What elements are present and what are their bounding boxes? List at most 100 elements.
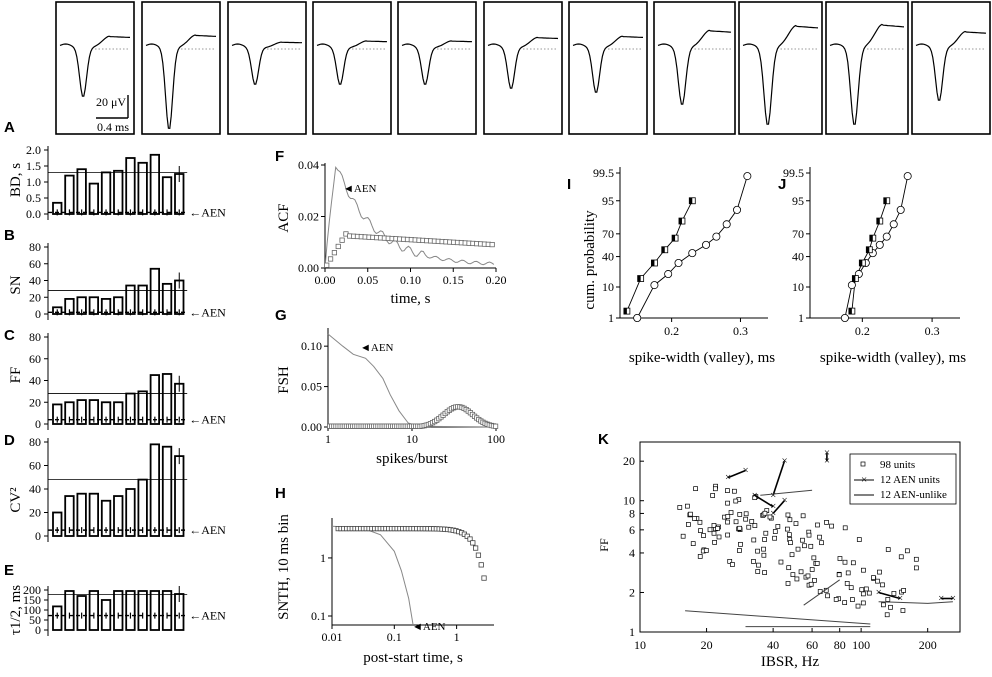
x-axis-label: spikes/burst <box>376 451 449 467</box>
aen-unit-line <box>727 469 746 479</box>
scatter-unit <box>711 530 717 536</box>
cdf-all-marker <box>847 281 856 290</box>
cdf-aen-marker-fill <box>852 275 856 282</box>
scatter-unit <box>749 519 755 524</box>
acf-marker <box>489 241 495 248</box>
scatter-unit <box>697 554 703 559</box>
y-tick-label: 40 <box>792 250 804 264</box>
scatter-unit <box>790 572 796 577</box>
legend-box <box>849 453 957 505</box>
scatter-unit <box>844 581 850 586</box>
aen-unlike-line <box>878 601 953 604</box>
y-tick-label: 60 <box>29 352 41 366</box>
bar <box>149 443 161 537</box>
scatter-unit <box>761 552 767 558</box>
waveform-box <box>55 1 135 135</box>
y-tick-label: 1 <box>320 551 326 565</box>
scatter-unit <box>712 486 718 492</box>
bar <box>149 267 161 315</box>
bar <box>88 590 99 631</box>
waveform-box <box>227 1 307 135</box>
waveform-trace <box>59 35 130 97</box>
y-tick-label: 0.1 <box>311 609 326 623</box>
y-tick-label: 0.0 <box>26 207 41 221</box>
cdf-aen-marker-fill <box>848 308 852 315</box>
bar-panel-ylabel: SN <box>8 275 24 294</box>
scatter-unit <box>737 512 743 517</box>
scatter-unit <box>762 510 768 516</box>
bar-panel-ylabel: BD, s <box>8 163 24 197</box>
y-tick-label: 60 <box>29 257 41 271</box>
scatter-unit <box>802 543 807 549</box>
panel-f: F 0.00 0.05 0.10 0.15 0.20 0.00 0.02 0.04 ACF time… <box>275 148 507 307</box>
y-tick-label: 0 <box>35 417 41 431</box>
x-tick-label: 100 <box>487 432 505 446</box>
aen-unit-marker: × <box>876 586 882 598</box>
y-axis-label: ACF <box>276 203 292 232</box>
scatter-unit <box>793 521 799 526</box>
cdf-all-marker <box>889 220 898 229</box>
waveform-box <box>568 1 648 135</box>
scatter-unit <box>885 547 891 552</box>
scatter-unit <box>850 597 855 602</box>
x-tick-label: 10 <box>406 432 418 446</box>
x-tick-label: 20 <box>701 638 713 652</box>
scatter-unit <box>767 514 773 520</box>
aen-label: ←AEN <box>189 305 226 319</box>
cdf-all-marker <box>650 281 659 290</box>
x-axis-label: IBSR, Hz <box>761 654 820 670</box>
aen-unlike-line <box>760 489 813 496</box>
waveform-trace <box>829 23 905 125</box>
panel-label-d: D <box>4 432 15 449</box>
legend: 98 units × 12 AEN units 12 AEN-unlike <box>849 453 957 505</box>
y-tick-label: 0.5 <box>26 191 41 205</box>
x-tick-label: 1 <box>454 630 460 644</box>
plot-frame <box>639 441 961 633</box>
y-tick-label: 20 <box>29 290 41 304</box>
scatter-unit <box>785 581 791 586</box>
aen-label: ←AEN <box>189 205 226 219</box>
scatter-unit <box>885 597 891 602</box>
y-tick-label: 0.04 <box>298 158 319 172</box>
bar <box>137 590 148 631</box>
cdf-all-marker <box>674 258 683 267</box>
scatter-unit <box>715 526 720 531</box>
panel-label-b: B <box>4 227 15 244</box>
panel-label-c: C <box>4 327 15 344</box>
x-axis-label: post-start time, s <box>363 650 463 666</box>
cdf-all-marker <box>664 270 673 279</box>
bar <box>113 590 124 631</box>
panel-j: J 0.2 0.3 1 10 40 70 95 99.5 spike-width (valley)… <box>778 166 966 366</box>
waveform-trace <box>657 29 732 105</box>
scatter-unit <box>881 602 886 608</box>
scatter-unit <box>785 512 791 518</box>
scatter-unit <box>732 488 737 494</box>
y-tick-label: 99.5 <box>783 166 804 180</box>
scatter-unit <box>716 534 722 540</box>
scatter-unit <box>727 558 733 564</box>
aen-label: ←AEN <box>189 609 226 623</box>
bar-panels: A 0.0 0.5 1.0 1.5 2.0BD, s ←AEN B 0 20 40 60 80 SN ←AE… <box>4 119 226 637</box>
aen-unit-marker: × <box>781 455 787 467</box>
scatter-unit <box>837 556 843 561</box>
bar <box>76 399 87 425</box>
waveform-trace <box>742 24 819 125</box>
legend-label: 98 units <box>880 459 915 471</box>
cdf-all-line <box>636 175 748 319</box>
legend-marker-units <box>860 461 866 467</box>
y-tick-label: 10 <box>623 494 635 508</box>
bar <box>137 390 148 425</box>
y-tick-label: 40 <box>29 374 41 388</box>
scatter-unit <box>805 573 811 579</box>
scatter-unit <box>738 541 743 547</box>
scatter-unit <box>877 569 882 575</box>
cdf-all-marker <box>712 232 721 241</box>
scatter-unit <box>752 523 758 528</box>
cdf-all-marker <box>840 313 849 322</box>
waveform-trace <box>316 40 388 85</box>
y-tick-label: 40 <box>29 482 41 496</box>
y-tick-label: 1 <box>629 625 635 639</box>
y-tick-label: 20 <box>623 454 635 468</box>
scatter-unit <box>842 525 848 531</box>
